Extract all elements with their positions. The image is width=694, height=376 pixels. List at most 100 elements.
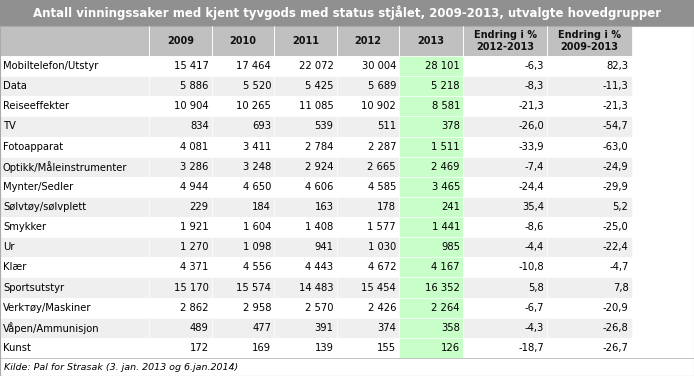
Text: 2012: 2012	[355, 36, 381, 46]
Bar	[212, 197, 274, 217]
Text: 4 650: 4 650	[243, 182, 271, 192]
Text: 693: 693	[252, 121, 271, 132]
Text: 4 167: 4 167	[432, 262, 460, 272]
Text: 241: 241	[441, 202, 460, 212]
Text: -6,7: -6,7	[525, 303, 544, 313]
Text: -33,9: -33,9	[518, 142, 544, 152]
Bar	[399, 26, 463, 56]
Text: 11 085: 11 085	[299, 102, 334, 111]
Bar	[0, 26, 149, 56]
Bar	[212, 117, 274, 136]
Bar	[399, 117, 463, 136]
Bar	[149, 338, 212, 358]
Bar	[149, 157, 212, 177]
Text: 1 577: 1 577	[367, 222, 396, 232]
Text: 1 511: 1 511	[431, 142, 460, 152]
Bar	[547, 217, 632, 237]
Text: 5,8: 5,8	[528, 282, 544, 293]
Text: Endring i %
2012-2013: Endring i % 2012-2013	[473, 30, 536, 52]
Bar	[463, 217, 547, 237]
Bar	[212, 297, 274, 318]
Text: 3 411: 3 411	[243, 142, 271, 152]
Bar	[547, 56, 632, 76]
Text: Verkтøy/Maskiner: Verkтøy/Maskiner	[3, 303, 92, 313]
Bar	[547, 96, 632, 117]
Text: 2013: 2013	[418, 36, 444, 46]
Text: -21,3: -21,3	[603, 102, 629, 111]
Text: 489: 489	[189, 323, 209, 333]
Bar	[212, 76, 274, 96]
Text: Fotoapparat: Fotoapparat	[3, 142, 63, 152]
Bar	[0, 338, 149, 358]
Bar	[149, 197, 212, 217]
Text: Sportsutstyr: Sportsutstyr	[3, 282, 64, 293]
Text: 4 672: 4 672	[368, 262, 396, 272]
Bar	[463, 177, 547, 197]
Bar	[337, 257, 399, 277]
Text: 2 958: 2 958	[243, 303, 271, 313]
Text: 14 483: 14 483	[299, 282, 334, 293]
Bar	[0, 177, 149, 197]
Bar	[212, 56, 274, 76]
Bar	[0, 237, 149, 257]
Bar	[547, 197, 632, 217]
Bar	[337, 177, 399, 197]
Bar	[399, 157, 463, 177]
Text: 139: 139	[314, 343, 334, 353]
Bar	[337, 318, 399, 338]
Bar	[149, 237, 212, 257]
Text: 374: 374	[377, 323, 396, 333]
Bar	[0, 358, 694, 376]
Bar	[212, 257, 274, 277]
Text: -7,4: -7,4	[525, 162, 544, 172]
Bar	[399, 56, 463, 76]
Text: -26,7: -26,7	[602, 343, 629, 353]
Text: -11,3: -11,3	[603, 81, 629, 91]
Bar	[399, 297, 463, 318]
Bar	[463, 237, 547, 257]
Bar	[274, 136, 337, 157]
Bar	[274, 177, 337, 197]
Bar	[463, 117, 547, 136]
Bar	[212, 136, 274, 157]
Text: 2 862: 2 862	[180, 303, 209, 313]
Text: 169: 169	[252, 343, 271, 353]
Bar	[274, 197, 337, 217]
Text: 1 441: 1 441	[432, 222, 460, 232]
Bar	[463, 297, 547, 318]
Text: 2 287: 2 287	[368, 142, 396, 152]
Text: Optikk/Måleinstrumenter: Optikk/Måleinstrumenter	[3, 161, 128, 173]
Bar	[212, 237, 274, 257]
Text: -6,3: -6,3	[525, 61, 544, 71]
Bar	[399, 237, 463, 257]
Text: 985: 985	[441, 242, 460, 252]
Bar	[463, 277, 547, 297]
Text: 5 218: 5 218	[432, 81, 460, 91]
Text: 2 570: 2 570	[305, 303, 334, 313]
Bar	[463, 76, 547, 96]
Bar	[547, 136, 632, 157]
Bar	[274, 338, 337, 358]
Text: 1 270: 1 270	[180, 242, 209, 252]
Bar	[399, 277, 463, 297]
Text: -24,9: -24,9	[603, 162, 629, 172]
Bar	[547, 26, 632, 56]
Text: 4 556: 4 556	[243, 262, 271, 272]
Text: Sølvtøy/sølvplett: Sølvtøy/sølvplett	[3, 202, 86, 212]
Bar	[0, 136, 149, 157]
Bar	[463, 257, 547, 277]
Bar	[463, 56, 547, 76]
Bar	[0, 297, 149, 318]
Bar	[274, 56, 337, 76]
Text: 178: 178	[377, 202, 396, 212]
Text: -8,3: -8,3	[525, 81, 544, 91]
Bar	[399, 197, 463, 217]
Text: 2 469: 2 469	[432, 162, 460, 172]
Text: 16 352: 16 352	[425, 282, 460, 293]
Bar	[274, 76, 337, 96]
Bar	[149, 136, 212, 157]
Bar	[149, 177, 212, 197]
Text: Smykker: Smykker	[3, 222, 46, 232]
Bar	[463, 197, 547, 217]
Bar	[149, 277, 212, 297]
